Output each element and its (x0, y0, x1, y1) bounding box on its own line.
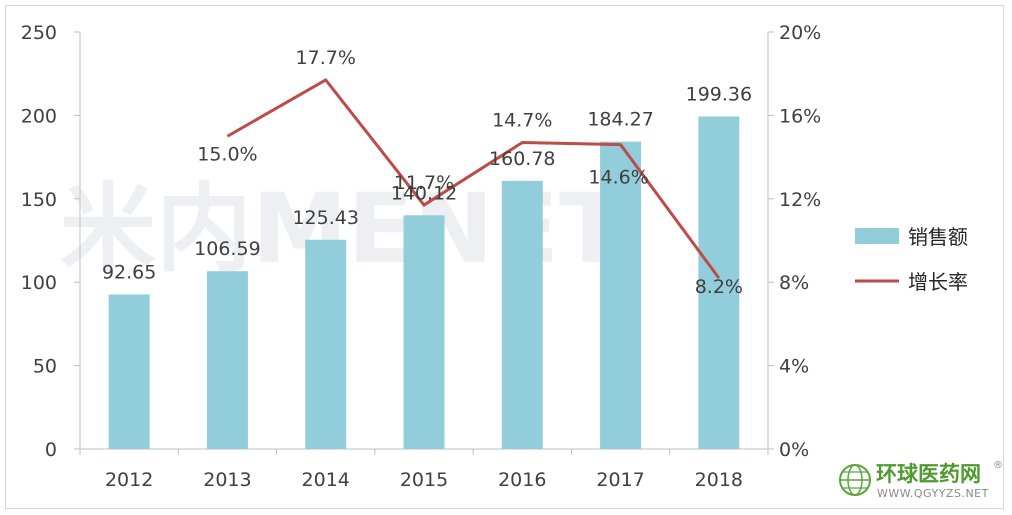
data-labels: 92.65 106.59 125.43 140.12 160.78 184.27 199.3… (102, 47, 752, 298)
legend-bar-label: 销售额 (908, 225, 968, 249)
bar-series (108, 116, 740, 449)
y-right-tick-label: 4% (779, 356, 809, 378)
y-left-tick-label: 250 (21, 22, 57, 44)
logo-registered-mark: ® (993, 460, 1003, 471)
bar-data-label: 106.59 (194, 238, 260, 260)
bar (206, 271, 248, 449)
x-tick-label: 2016 (498, 469, 546, 491)
line-series (226, 78, 721, 279)
y-left-tick-label: 50 (33, 356, 57, 378)
bar (108, 294, 150, 449)
line-data-label: 14.6% (588, 167, 648, 189)
legend-bar-swatch (855, 228, 899, 244)
line-data-label: 8.2% (695, 276, 743, 298)
x-tick-label: 2013 (203, 469, 251, 491)
x-tick-label: 2018 (695, 469, 743, 491)
y-right-tick-label: 8% (779, 272, 809, 294)
growth-line (226, 78, 721, 279)
axes: 0 50 100 150 200 250 0% 4% 8% 12% 16% 20% 2012 2013 20… (21, 22, 822, 491)
bar-data-label: 92.65 (102, 261, 156, 283)
y-left-tick-label: 100 (21, 272, 57, 294)
bar (501, 180, 543, 449)
y-right-tick-label: 0% (779, 439, 809, 461)
bar-data-label: 160.78 (489, 148, 555, 170)
bar (698, 116, 740, 449)
logo-url: WWW.QGYYZS.NET (877, 487, 989, 500)
bar (403, 215, 445, 449)
y-left-tick-label: 0 (45, 439, 57, 461)
y-left-tick-label: 200 (21, 105, 57, 127)
globe-icon (839, 464, 871, 496)
y-right-tick-label: 20% (779, 22, 821, 44)
logo-name: 环球医药网 (876, 462, 981, 486)
bar-data-label: 140.12 (391, 182, 457, 204)
legend-line-label: 增长率 (908, 270, 968, 294)
x-tick-label: 2014 (302, 469, 350, 491)
line-data-label: 14.7% (492, 110, 552, 132)
y-right-tick-label: 12% (779, 189, 821, 211)
x-tick-label: 2017 (596, 469, 644, 491)
bar-data-label: 125.43 (292, 207, 358, 229)
line-data-label: 17.7% (296, 47, 356, 69)
y-right-tick-label: 16% (779, 105, 821, 127)
bar-data-label: 199.36 (686, 83, 752, 105)
x-tick-label: 2012 (105, 469, 153, 491)
chart-frame (5, 5, 1004, 509)
line-data-label: 15.0% (197, 143, 257, 165)
site-logo: 环球医药网 ® WWW.QGYYZS.NET (839, 460, 1003, 500)
x-tick-label: 2015 (400, 469, 448, 491)
bar (600, 141, 642, 449)
bar (305, 239, 347, 449)
line-data-label: 11.7% (394, 172, 454, 194)
bar-data-label: 184.27 (587, 109, 653, 131)
y-left-tick-label: 150 (21, 189, 57, 211)
